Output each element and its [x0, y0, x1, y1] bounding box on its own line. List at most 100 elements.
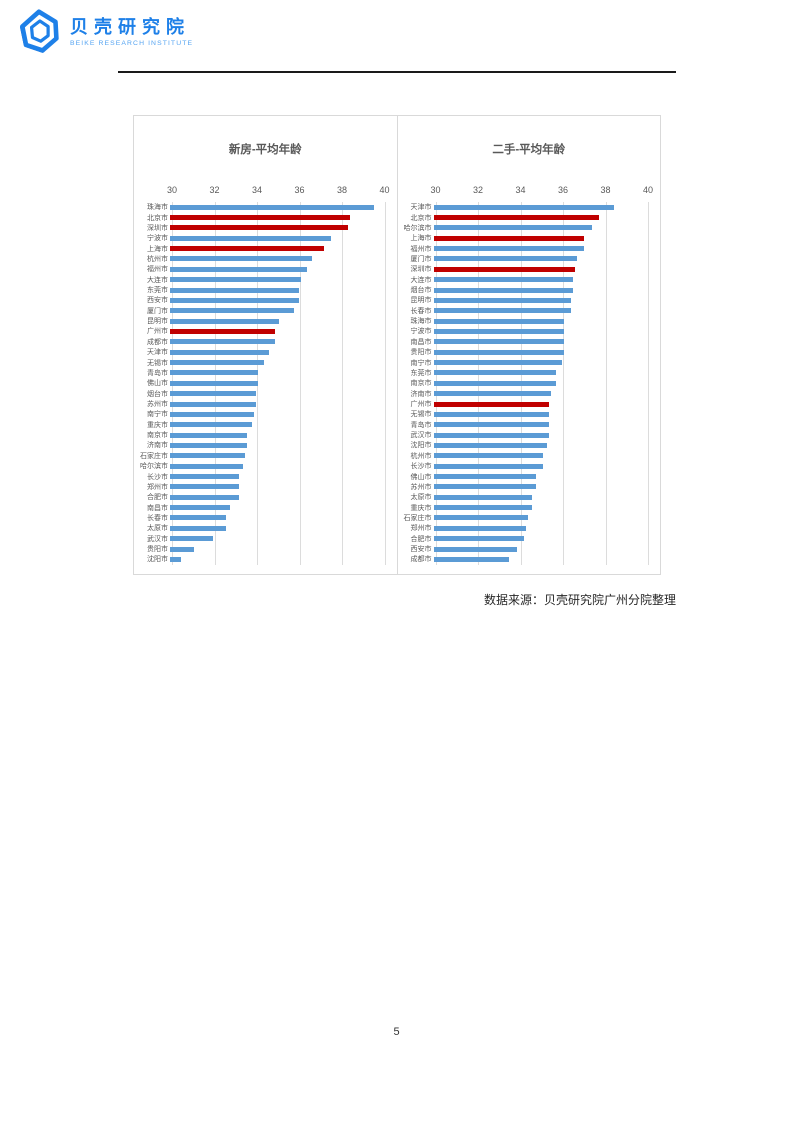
city-label: 苏州市 — [410, 483, 432, 491]
city-label: 北京市 — [147, 214, 168, 222]
city-label: 天津市 — [147, 349, 168, 357]
page-number: 5 — [393, 1026, 400, 1038]
bar-row: 烟台市 — [134, 389, 385, 399]
bar — [433, 515, 528, 521]
bar-track — [170, 328, 385, 334]
bar — [433, 453, 543, 459]
bar — [170, 349, 269, 355]
city-label: 昆明市 — [147, 318, 168, 326]
bar-row: 苏州市 — [398, 482, 649, 492]
bar-track — [433, 297, 649, 303]
bar-row: 合肥市 — [134, 492, 385, 502]
x-axis-tick-label: 34 — [515, 185, 526, 195]
bar-track — [170, 380, 385, 386]
bar-row: 上海市 — [398, 233, 649, 243]
chart-secondhand-average-age: 二手-平均年龄 30 32 34 36 38 40 天津市 北京市 哈尔滨市 上海市 福州市 厦门市… — [396, 115, 661, 575]
city-label: 杭州市 — [410, 452, 432, 460]
bar-highlighted — [170, 328, 276, 334]
bar — [433, 422, 550, 428]
bar-row: 深圳市 — [134, 223, 385, 233]
bar-row: 哈尔滨市 — [134, 461, 385, 471]
bar-track — [170, 225, 385, 231]
bar-track — [433, 349, 649, 355]
bar — [433, 536, 524, 542]
city-label: 西安市 — [147, 297, 168, 305]
bar-row: 南京市 — [134, 430, 385, 440]
city-label: 大连市 — [147, 276, 168, 284]
bar-track — [433, 556, 649, 562]
bar-track — [433, 463, 649, 469]
bar-row: 烟台市 — [398, 285, 649, 295]
bar-row: 贵阳市 — [398, 347, 649, 357]
bar-track — [170, 525, 385, 531]
bar-track — [433, 235, 649, 241]
city-label: 成都市 — [147, 338, 168, 346]
bar-row: 福州市 — [398, 244, 649, 254]
city-label: 武汉市 — [410, 432, 432, 440]
bar-track — [433, 328, 649, 334]
bar-row: 南昌市 — [134, 503, 385, 513]
bar — [170, 339, 276, 345]
bar-row: 杭州市 — [134, 254, 385, 264]
city-label: 石家庄市 — [140, 452, 168, 460]
bar — [433, 204, 614, 210]
bar-track — [433, 256, 649, 262]
bar-row: 西安市 — [134, 295, 385, 305]
city-label: 合肥市 — [147, 494, 168, 502]
city-label: 重庆市 — [410, 504, 432, 512]
bar-track — [170, 256, 385, 262]
bar-track — [433, 204, 649, 210]
bar-track — [433, 370, 649, 376]
bar — [170, 266, 308, 272]
bar-row: 无锡市 — [398, 409, 649, 419]
data-source-note: 数据来源：贝壳研究院广州分院整理 — [483, 593, 676, 607]
city-label: 昆明市 — [410, 297, 432, 305]
header-divider — [118, 71, 676, 73]
city-label: 贵阳市 — [410, 349, 432, 357]
bar-row: 东莞市 — [134, 285, 385, 295]
bar — [170, 525, 226, 531]
city-label: 广州市 — [147, 328, 168, 336]
bar — [170, 297, 299, 303]
bar-track — [170, 204, 385, 210]
bar-row: 南宁市 — [134, 409, 385, 419]
bar-row: 珠海市 — [398, 316, 649, 326]
bar-row: 昆明市 — [398, 295, 649, 305]
charts-container: 新房-平均年龄 30 32 34 36 38 40 珠海市 北京市 深圳市 宁波市 上海市 杭州市福… — [133, 115, 661, 575]
bar-row: 青岛市 — [398, 420, 649, 430]
city-label: 珠海市 — [410, 318, 432, 326]
bar-row: 贵阳市 — [134, 544, 385, 554]
bar-highlighted — [433, 235, 584, 241]
bar-track — [433, 411, 649, 417]
bar-track — [433, 505, 649, 511]
bar — [433, 370, 556, 376]
bar-row: 石家庄市 — [134, 451, 385, 461]
bar-track — [433, 308, 649, 314]
bar — [433, 411, 550, 417]
city-label: 青岛市 — [147, 369, 168, 377]
bar — [433, 277, 573, 283]
city-label: 石家庄市 — [403, 514, 432, 522]
bar-track — [433, 515, 649, 521]
bar-track — [170, 422, 385, 428]
x-axis-tick-label: 38 — [336, 185, 348, 195]
bar-track — [170, 215, 385, 221]
bar — [433, 505, 533, 511]
bar-row: 长春市 — [398, 306, 649, 316]
bar-track — [170, 505, 385, 511]
city-label: 东莞市 — [410, 369, 432, 377]
bar — [170, 411, 254, 417]
bar-highlighted — [433, 215, 599, 221]
bar-track — [433, 536, 649, 542]
city-label: 烟台市 — [410, 287, 432, 295]
city-label: 成都市 — [410, 556, 432, 564]
beike-shell-icon — [20, 9, 59, 53]
bar-track — [170, 391, 385, 397]
bar-track — [433, 546, 649, 552]
gridline — [384, 202, 386, 565]
bar-row: 成都市 — [398, 554, 649, 564]
bar-track — [170, 318, 385, 324]
logo-title-cn: 贝壳研究院 — [70, 17, 190, 38]
bar — [433, 360, 563, 366]
bar-row: 厦门市 — [134, 306, 385, 316]
